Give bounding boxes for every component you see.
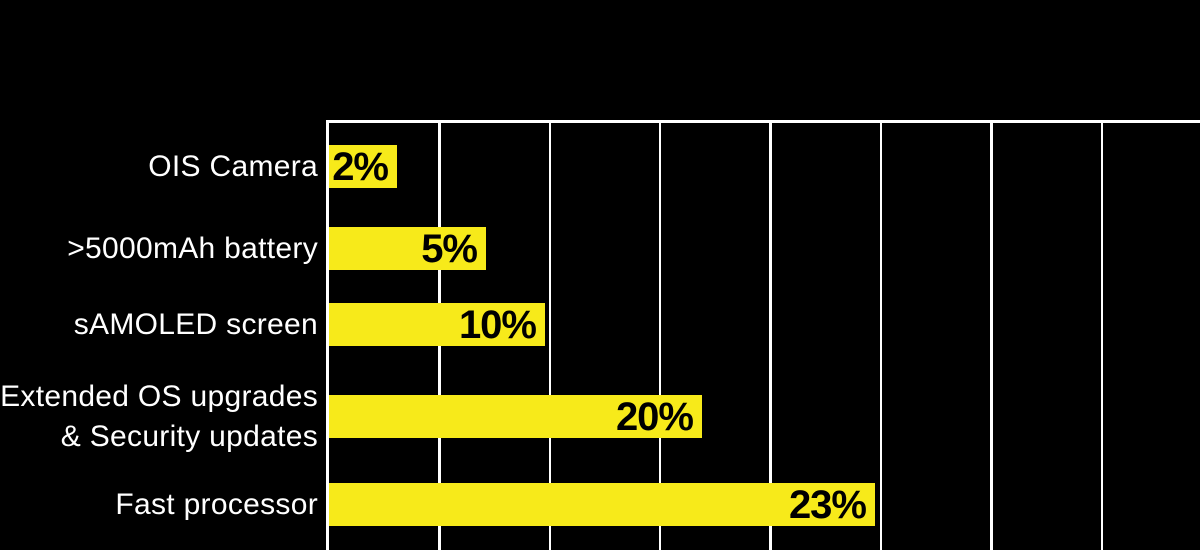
bar-5000mah-battery: 5%: [329, 227, 486, 270]
category-label-line: >5000mAh battery: [67, 231, 318, 265]
bar-value-label: 23%: [788, 482, 867, 527]
category-label-line: Extended OS upgrades: [0, 379, 318, 413]
gridline: [879, 123, 883, 550]
bar-value-label: 5%: [421, 226, 478, 271]
bar-ois-camera: 2%: [329, 145, 397, 188]
category-label-ois-camera: OIS Camera: [0, 147, 318, 187]
gridline: [658, 123, 662, 550]
category-label-extended-os-upgrades-security-updates: Extended OS upgrades & Security updates: [0, 377, 318, 457]
bar-value-label: 2%: [332, 144, 389, 189]
category-label-samoled-screen: sAMOLED screen: [0, 305, 318, 345]
category-label-line: OIS Camera: [148, 149, 318, 183]
category-label-line: & Security updates: [60, 419, 318, 453]
plot-area: 2% 5% 10% 20% 23%: [326, 120, 1200, 550]
gridline: [1100, 123, 1104, 550]
category-label-line: sAMOLED screen: [73, 307, 318, 341]
bar-fast-processor: 23%: [329, 483, 875, 526]
category-label-fast-processor: Fast processor: [0, 485, 318, 525]
gridline: [548, 123, 552, 550]
bar-value-label: 10%: [458, 302, 537, 347]
gridline: [769, 123, 772, 550]
bar-value-label: 20%: [615, 394, 694, 439]
category-label-5000mah-battery: >5000mAh battery: [0, 229, 318, 269]
gridline: [990, 123, 993, 550]
bar-samoled-screen: 10%: [329, 303, 545, 346]
bar-extended-os-upgrades-security-updates: 20%: [329, 395, 702, 438]
category-label-line: Fast processor: [115, 487, 318, 521]
